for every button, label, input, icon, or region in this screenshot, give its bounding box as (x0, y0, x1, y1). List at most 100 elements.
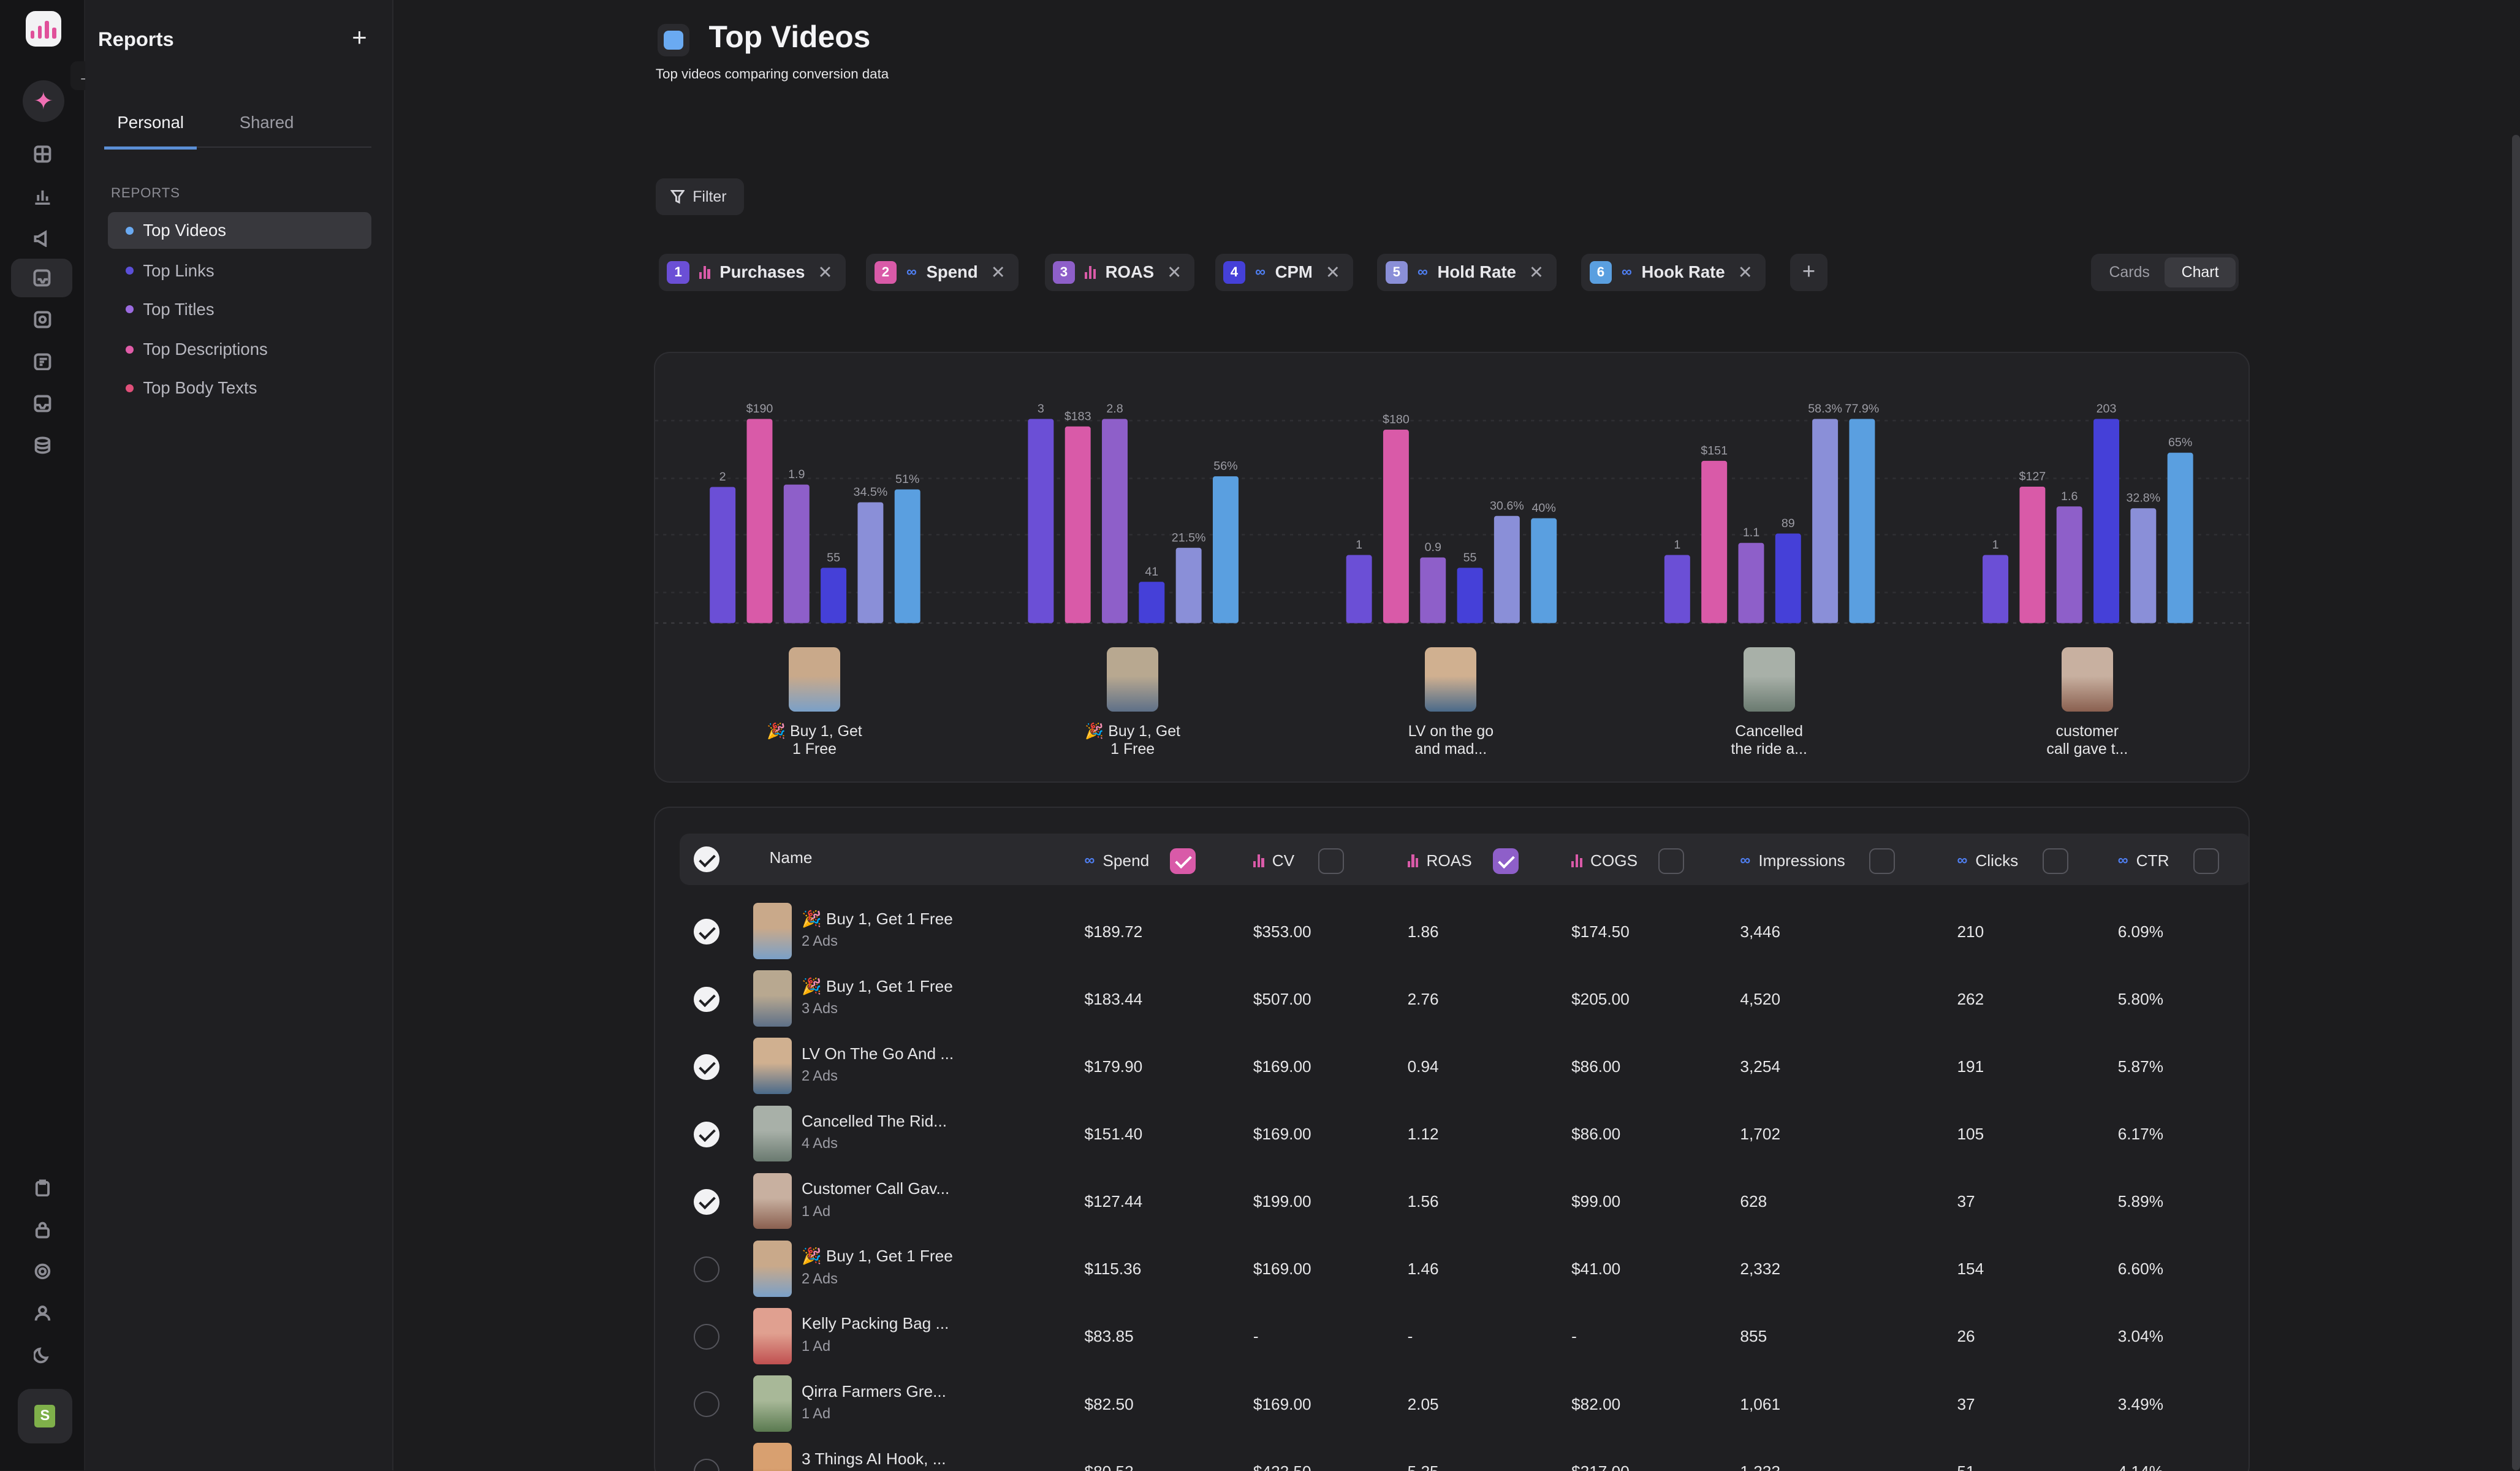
add-metric-button[interactable]: + (1790, 254, 1827, 291)
settings-gear-icon[interactable] (0, 1252, 85, 1291)
bar-purchases[interactable] (1664, 555, 1691, 623)
cards-view-button[interactable]: Cards (2109, 263, 2150, 281)
impressions-column-checkbox[interactable] (1869, 848, 1895, 874)
row-checkbox[interactable] (694, 1054, 720, 1080)
sidebar-item-top-titles[interactable]: Top Titles (108, 291, 371, 328)
remove-close-icon[interactable]: ✕ (1737, 262, 1753, 283)
row-checkbox[interactable] (694, 1188, 720, 1215)
bar-cpm[interactable] (1457, 568, 1483, 623)
table-row[interactable]: Customer Call Gav... 1 Ad $127.44 $199.00 1.… (680, 1168, 2249, 1236)
bar-roas[interactable] (1738, 543, 1764, 623)
row-checkbox[interactable] (694, 986, 720, 1013)
roas-column-checkbox[interactable] (1492, 848, 1519, 874)
user-profile-icon[interactable] (0, 1294, 85, 1332)
row-name[interactable]: Cancelled The Rid... (801, 1112, 947, 1131)
video-thumbnail[interactable] (753, 1038, 792, 1095)
remove-close-icon[interactable]: ✕ (1528, 262, 1544, 283)
shopify-icon[interactable]: S (17, 1388, 72, 1443)
column-header-clicks[interactable]: ∞ Clicks (1957, 848, 2068, 874)
bar-roas[interactable] (2057, 506, 2083, 623)
video-thumbnail[interactable] (788, 647, 840, 712)
bar-spend[interactable] (1065, 427, 1091, 623)
ai-sparkle-icon[interactable]: ✦ (22, 80, 64, 123)
ctr-column-checkbox[interactable] (2193, 848, 2219, 874)
database-icon[interactable] (0, 426, 85, 465)
video-thumbnail[interactable] (1743, 647, 1795, 712)
column-header-impressions[interactable]: ∞ Impressions (1740, 848, 1895, 874)
table-row[interactable]: Cancelled The Rid... 4 Ads $151.40 $169.00 1… (680, 1101, 2249, 1168)
video-thumbnail[interactable] (753, 970, 792, 1027)
row-name[interactable]: LV On The Go And ... (801, 1044, 954, 1063)
dark-mode-moon-icon[interactable] (0, 1336, 85, 1374)
metric-pill-purchases[interactable]: 1 Purchases ✕ (659, 254, 846, 291)
video-thumbnail[interactable] (2061, 647, 2113, 712)
sidebar-item-top-descriptions[interactable]: Top Descriptions (108, 331, 371, 368)
column-header-cv[interactable]: CV (1253, 848, 1345, 874)
video-thumbnail[interactable] (753, 1375, 792, 1432)
video-thumbnail[interactable] (753, 1173, 792, 1230)
bar-hook-rate[interactable] (895, 489, 921, 623)
tab-shared[interactable]: Shared (239, 112, 294, 132)
table-row[interactable]: 🎉 Buy 1, Get 1 Free 2 Ads $115.36 $169.00 1.… (680, 1236, 2249, 1303)
row-name[interactable]: 🎉 Buy 1, Get 1 Free (801, 1247, 953, 1266)
row-name[interactable]: 🎉 Buy 1, Get 1 Free (801, 976, 953, 995)
bar-purchases[interactable] (1983, 555, 2009, 623)
column-header-name[interactable]: Name (769, 848, 812, 867)
row-name[interactable]: Qirra Farmers Gre... (801, 1382, 946, 1401)
analytics-icon[interactable] (0, 177, 85, 215)
select-all-checkbox[interactable] (694, 846, 720, 873)
bar-spend[interactable] (746, 419, 773, 623)
clicks-column-checkbox[interactable] (2042, 848, 2068, 874)
sidebar-item-top-videos[interactable]: Top Videos (107, 212, 371, 249)
sidebar-item-top-links[interactable]: Top Links (108, 253, 371, 289)
video-thumbnail[interactable] (753, 1443, 792, 1471)
table-row[interactable]: Qirra Farmers Gre... 1 Ad $82.50 $169.00 2.0… (680, 1370, 2249, 1438)
bar-hold-rate[interactable] (1175, 548, 1202, 623)
inbox-icon[interactable] (0, 384, 85, 423)
metric-pill-cpm[interactable]: 4 ∞ CPM ✕ (1215, 254, 1353, 291)
chart-view-button[interactable]: Chart (2165, 257, 2236, 288)
report-color-icon[interactable] (657, 24, 689, 56)
bar-roas[interactable] (1102, 419, 1128, 623)
app-logo-icon[interactable] (25, 11, 61, 47)
row-checkbox[interactable] (694, 1121, 720, 1147)
video-thumbnail[interactable] (753, 903, 792, 959)
cogs-column-checkbox[interactable] (1658, 848, 1685, 874)
column-header-roas[interactable]: ROAS (1407, 848, 1519, 874)
cv-column-checkbox[interactable] (1318, 848, 1345, 874)
table-row[interactable]: LV On The Go And ... 2 Ads $179.90 $169.00 0… (680, 1033, 2249, 1101)
sidebar-item-top-body-texts[interactable]: Top Body Texts (108, 370, 371, 406)
lock-icon[interactable] (0, 1211, 85, 1249)
megaphone-icon[interactable] (0, 219, 85, 257)
row-name[interactable]: Customer Call Gav... (801, 1179, 950, 1198)
metric-pill-roas[interactable]: 3 ROAS ✕ (1044, 254, 1195, 291)
bar-hold-rate[interactable] (2130, 508, 2157, 623)
remove-close-icon[interactable]: ✕ (818, 262, 833, 283)
spend-column-checkbox[interactable] (1170, 848, 1196, 874)
row-checkbox[interactable] (694, 1324, 720, 1350)
bar-purchases[interactable] (710, 487, 736, 623)
video-thumbnail[interactable] (753, 1240, 792, 1297)
video-thumbnail[interactable] (1425, 647, 1477, 712)
table-row[interactable]: 🎉 Buy 1, Get 1 Free 3 Ads $183.44 $507.00 2.… (680, 965, 2249, 1033)
metric-pill-spend[interactable]: 2 ∞ Spend ✕ (866, 254, 1019, 291)
row-name[interactable]: 3 Things AI Hook, ... (801, 1449, 946, 1468)
remove-close-icon[interactable]: ✕ (990, 262, 1006, 283)
column-header-ctr[interactable]: ∞ CTR (2118, 848, 2219, 874)
table-row[interactable]: 🎉 Buy 1, Get 1 Free 2 Ads $189.72 $353.00 1.… (680, 898, 2249, 965)
scrollbar[interactable] (2511, 135, 2520, 1471)
row-checkbox[interactable] (694, 1459, 720, 1471)
remove-close-icon[interactable]: ✕ (1167, 262, 1182, 283)
table-row[interactable]: 3 Things AI Hook, ...1 Ad$80.52$422.505.… (680, 1438, 2249, 1471)
bar-cpm[interactable] (2093, 419, 2120, 623)
filter-button[interactable]: Filter (655, 178, 745, 216)
column-header-spend[interactable]: ∞ Spend (1084, 848, 1196, 874)
dashboard-icon[interactable] (0, 135, 85, 173)
creative-search-icon[interactable] (0, 300, 85, 339)
bar-hook-rate[interactable] (1849, 419, 1875, 623)
bar-hook-rate[interactable] (1213, 476, 1239, 623)
bar-cpm[interactable] (1139, 582, 1165, 623)
bar-hold-rate[interactable] (1494, 516, 1520, 623)
remove-close-icon[interactable]: ✕ (1325, 262, 1340, 283)
reports-icon[interactable] (11, 259, 72, 298)
